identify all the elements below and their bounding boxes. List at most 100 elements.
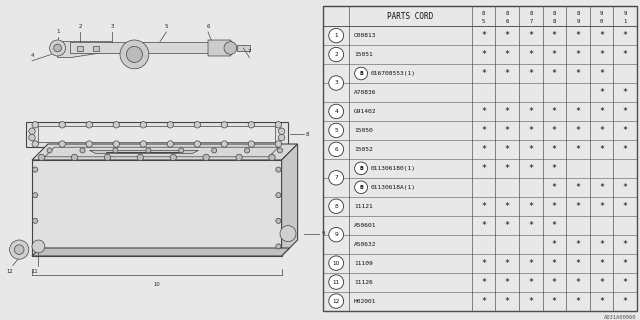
Text: G91402: G91402: [354, 109, 376, 114]
Text: H02001: H02001: [354, 299, 376, 304]
Text: *: *: [552, 183, 557, 192]
Circle shape: [236, 154, 243, 161]
Text: *: *: [528, 107, 533, 116]
Text: *: *: [623, 259, 627, 268]
Text: *: *: [481, 297, 486, 306]
Text: *: *: [505, 202, 509, 211]
Text: *: *: [528, 297, 533, 306]
Circle shape: [278, 134, 285, 141]
Circle shape: [212, 148, 217, 153]
Circle shape: [179, 148, 184, 153]
Text: *: *: [575, 50, 580, 59]
Text: *: *: [623, 50, 627, 59]
Polygon shape: [208, 40, 237, 56]
Circle shape: [32, 240, 45, 253]
Text: *: *: [481, 31, 486, 40]
Circle shape: [221, 141, 228, 147]
Text: 6: 6: [334, 147, 338, 152]
Text: 1: 1: [623, 19, 627, 24]
Text: *: *: [505, 277, 509, 287]
Circle shape: [194, 141, 200, 147]
Circle shape: [113, 122, 120, 128]
Circle shape: [329, 142, 344, 156]
Circle shape: [248, 141, 255, 147]
Text: *: *: [599, 277, 604, 287]
Circle shape: [170, 154, 177, 161]
Circle shape: [224, 42, 237, 54]
Text: *: *: [505, 164, 509, 173]
Text: *: *: [505, 69, 509, 78]
Text: *: *: [575, 107, 580, 116]
Text: 7: 7: [248, 49, 252, 54]
Text: *: *: [599, 69, 604, 78]
Text: 11: 11: [32, 269, 38, 274]
Circle shape: [329, 275, 344, 289]
Text: *: *: [575, 69, 580, 78]
Text: *: *: [575, 297, 580, 306]
Text: 8: 8: [553, 11, 556, 16]
Circle shape: [276, 244, 281, 249]
Circle shape: [15, 245, 24, 254]
Text: *: *: [575, 31, 580, 40]
Circle shape: [104, 154, 111, 161]
Circle shape: [86, 122, 92, 128]
Text: 5: 5: [164, 24, 168, 29]
Text: *: *: [505, 145, 509, 154]
Text: *: *: [575, 259, 580, 268]
Text: *: *: [528, 164, 533, 173]
Text: 4: 4: [30, 52, 34, 58]
Text: 2: 2: [334, 52, 338, 57]
Text: *: *: [505, 126, 509, 135]
Circle shape: [329, 123, 344, 138]
Polygon shape: [26, 122, 288, 147]
Circle shape: [329, 199, 344, 213]
Circle shape: [80, 148, 85, 153]
Circle shape: [194, 122, 200, 128]
Text: 8: 8: [576, 11, 580, 16]
Text: *: *: [575, 277, 580, 287]
Text: 12: 12: [333, 299, 340, 304]
Circle shape: [32, 141, 38, 147]
Text: *: *: [599, 50, 604, 59]
Text: *: *: [552, 69, 557, 78]
Circle shape: [329, 228, 344, 242]
Text: *: *: [552, 202, 557, 211]
Text: B: B: [359, 185, 363, 190]
Text: 8: 8: [306, 132, 309, 137]
Text: *: *: [552, 297, 557, 306]
Text: *: *: [599, 202, 604, 211]
Circle shape: [59, 141, 65, 147]
Circle shape: [275, 141, 282, 147]
Circle shape: [140, 122, 147, 128]
Text: *: *: [481, 145, 486, 154]
Text: A50601: A50601: [354, 223, 376, 228]
Text: *: *: [599, 183, 604, 192]
Text: *: *: [528, 277, 533, 287]
Circle shape: [276, 218, 281, 223]
Text: 8: 8: [553, 19, 556, 24]
Text: *: *: [552, 107, 557, 116]
Text: 9: 9: [322, 231, 325, 236]
Circle shape: [32, 122, 38, 128]
Text: *: *: [481, 126, 486, 135]
Text: *: *: [528, 126, 533, 135]
Text: *: *: [505, 259, 509, 268]
Circle shape: [355, 181, 367, 194]
Text: *: *: [481, 107, 486, 116]
Text: 1: 1: [56, 28, 60, 34]
Text: *: *: [623, 126, 627, 135]
Text: *: *: [528, 31, 533, 40]
Text: *: *: [623, 107, 627, 116]
Polygon shape: [77, 46, 83, 51]
Text: *: *: [552, 31, 557, 40]
Text: *: *: [623, 277, 627, 287]
Text: 2: 2: [78, 24, 82, 29]
Circle shape: [113, 148, 118, 153]
Circle shape: [329, 47, 344, 62]
Circle shape: [127, 46, 143, 62]
Text: A50632: A50632: [354, 242, 376, 247]
Text: 15052: 15052: [354, 147, 372, 152]
Text: 8: 8: [482, 11, 485, 16]
Text: *: *: [599, 240, 604, 249]
Text: *: *: [528, 202, 533, 211]
